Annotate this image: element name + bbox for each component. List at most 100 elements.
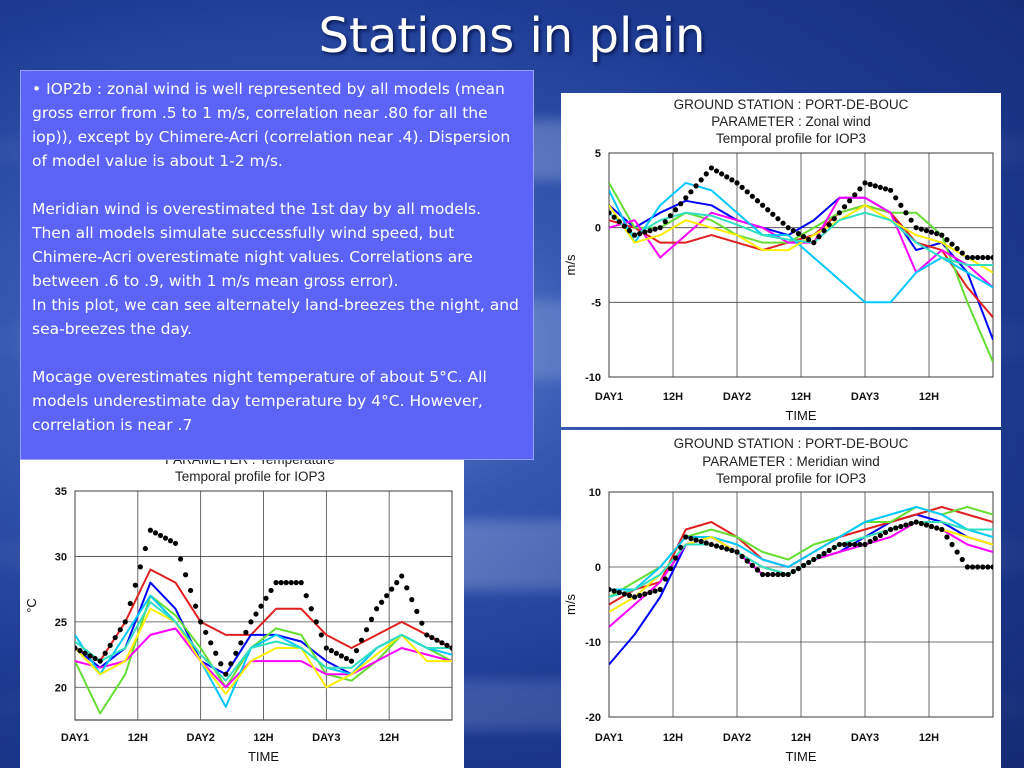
observation-point bbox=[713, 168, 720, 174]
observation-point bbox=[278, 580, 284, 586]
observation-point bbox=[816, 553, 822, 560]
observation-point bbox=[898, 202, 904, 208]
observation-point bbox=[683, 534, 689, 540]
x-tick-label: 12H bbox=[919, 391, 939, 403]
model-series-line bbox=[609, 181, 993, 304]
observation-point bbox=[167, 538, 174, 544]
observation-point bbox=[862, 541, 868, 548]
observation-point bbox=[142, 545, 148, 552]
y-tick-label: 0 bbox=[595, 562, 601, 574]
observation-point bbox=[238, 640, 244, 646]
paragraph-meridian-wind: Meridian wind is overestimated the 1st d… bbox=[32, 200, 482, 290]
observation-point bbox=[611, 588, 617, 594]
model-series-line bbox=[75, 601, 452, 682]
observation-point bbox=[785, 571, 791, 578]
observation-point bbox=[852, 541, 858, 548]
observation-point bbox=[208, 640, 214, 646]
observation-point bbox=[172, 540, 179, 546]
observation-point bbox=[77, 648, 83, 654]
temperature-chart-panel: PARAMETER : TemperatureTemporal profile … bbox=[20, 440, 464, 768]
y-tick-label: -10 bbox=[585, 372, 601, 384]
observation-point bbox=[862, 180, 868, 186]
x-tick-label: 12H bbox=[379, 732, 399, 744]
observation-point bbox=[964, 564, 970, 570]
observation-point bbox=[816, 234, 822, 240]
observation-point bbox=[857, 541, 863, 548]
observation-point bbox=[379, 599, 385, 605]
observation-point bbox=[847, 541, 853, 548]
x-axis-label: TIME bbox=[785, 408, 816, 423]
observation-point bbox=[708, 541, 714, 548]
x-tick-label: 12H bbox=[919, 732, 939, 744]
observation-point bbox=[672, 555, 679, 561]
observation-point bbox=[198, 619, 204, 625]
observation-point bbox=[882, 529, 889, 536]
x-tick-label: 12H bbox=[663, 732, 683, 744]
observation-point bbox=[323, 645, 329, 651]
observation-point bbox=[954, 245, 960, 252]
observation-point bbox=[308, 606, 314, 612]
observation-point bbox=[82, 650, 88, 656]
observation-point bbox=[439, 640, 445, 646]
observation-point bbox=[107, 642, 113, 649]
observation-point bbox=[826, 222, 832, 228]
observation-point bbox=[348, 658, 355, 664]
observation-point bbox=[867, 181, 873, 187]
observation-point bbox=[806, 559, 812, 566]
x-tick-label: 12H bbox=[663, 391, 683, 403]
observation-point bbox=[87, 653, 93, 659]
observation-point bbox=[744, 558, 750, 564]
observation-point bbox=[795, 565, 802, 572]
observation-point bbox=[775, 216, 781, 222]
observation-point bbox=[678, 201, 684, 207]
observation-point bbox=[836, 210, 842, 216]
chart-title-line: Temporal profile for IOP3 bbox=[716, 131, 866, 146]
observation-point bbox=[841, 541, 848, 548]
x-tick-label: DAY2 bbox=[723, 732, 751, 744]
observation-point bbox=[657, 225, 663, 231]
observation-point bbox=[248, 619, 254, 625]
observation-point bbox=[795, 231, 802, 237]
observation-point bbox=[667, 565, 674, 572]
observation-point bbox=[318, 632, 324, 638]
observation-point bbox=[647, 589, 653, 596]
x-tick-label: DAY3 bbox=[312, 732, 340, 744]
x-tick-label: 12H bbox=[128, 732, 148, 744]
observation-point bbox=[703, 540, 709, 546]
observation-point bbox=[765, 207, 771, 213]
observation-point bbox=[193, 603, 199, 609]
observation-point bbox=[693, 183, 699, 189]
slide-title: Stations in plain bbox=[318, 8, 706, 64]
y-tick-label: 30 bbox=[55, 551, 67, 563]
x-axis-label: TIME bbox=[785, 749, 816, 764]
observation-point bbox=[888, 187, 894, 193]
observation-point bbox=[117, 627, 123, 633]
observation-point bbox=[928, 523, 935, 530]
model-series-line bbox=[609, 506, 993, 591]
observation-point bbox=[739, 184, 745, 190]
observation-point bbox=[127, 600, 133, 607]
observation-point bbox=[867, 538, 873, 545]
observation-point bbox=[903, 210, 909, 216]
observation-point bbox=[363, 627, 370, 633]
observation-point bbox=[780, 571, 786, 578]
paragraph-zonal-wind: • IOP2b : zonal wind is well represented… bbox=[32, 80, 511, 170]
observation-point bbox=[826, 547, 832, 554]
observation-point bbox=[800, 562, 807, 569]
observation-point bbox=[611, 214, 617, 220]
observation-point bbox=[749, 193, 755, 199]
observation-point bbox=[162, 535, 169, 541]
observation-point bbox=[137, 564, 143, 570]
chart-title-line: Temporal profile for IOP3 bbox=[175, 469, 325, 484]
observation-point bbox=[409, 597, 415, 603]
observation-point bbox=[790, 228, 796, 234]
meridian-wind-chart: GROUND STATION : PORT-DE-BOUC PARAMETER :… bbox=[563, 436, 994, 764]
observation-point bbox=[642, 229, 648, 235]
observation-point bbox=[333, 650, 339, 656]
y-tick-label: 20 bbox=[55, 682, 67, 694]
observation-point bbox=[667, 213, 674, 219]
observation-point bbox=[934, 231, 940, 237]
y-tick-label: 25 bbox=[55, 617, 67, 629]
observation-point bbox=[964, 254, 970, 261]
observation-point bbox=[975, 254, 981, 261]
